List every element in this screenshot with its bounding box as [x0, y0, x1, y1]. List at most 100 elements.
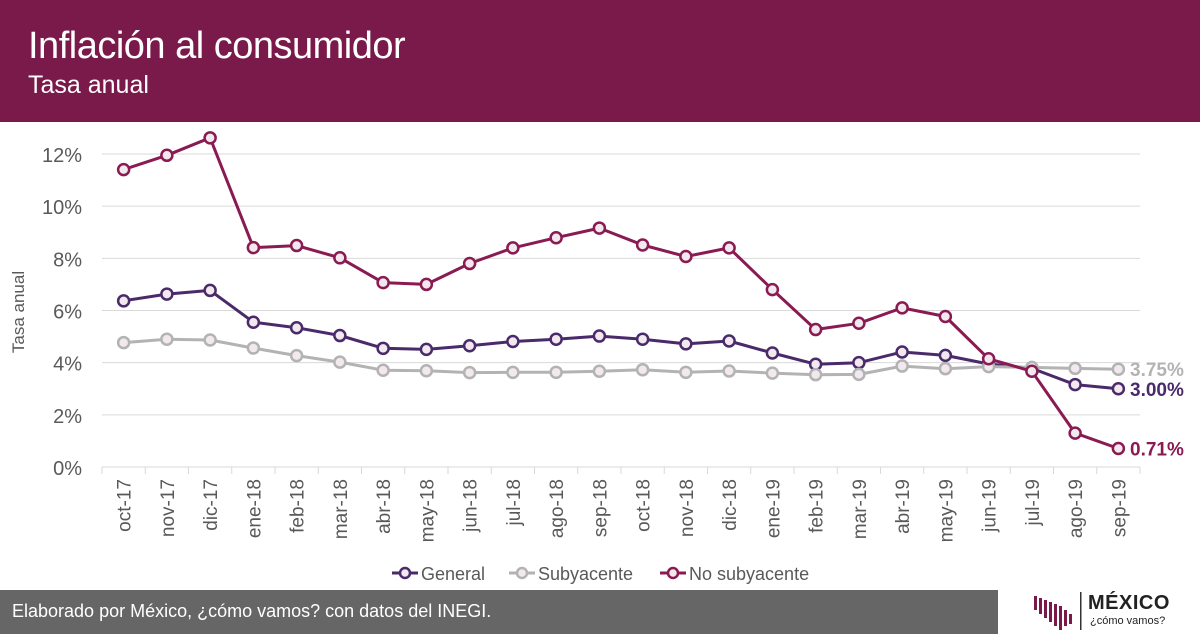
- x-tick-label: jun-18: [461, 479, 482, 533]
- data-point: [635, 362, 650, 377]
- data-point: [246, 240, 261, 255]
- x-tick-label: dic-17: [201, 479, 222, 531]
- y-tick-label: 4%: [53, 354, 82, 376]
- data-point: [592, 364, 607, 379]
- data-point: [592, 221, 607, 235]
- data-point: [462, 256, 477, 271]
- x-tick-label: jun-19: [980, 479, 1001, 533]
- series-line-0: [123, 288, 1119, 391]
- x-tick-label: mar-19: [850, 479, 871, 539]
- x-tick-label: jul-19: [1023, 479, 1044, 526]
- footer-bar: Elaborado por México, ¿cómo vamos? con d…: [0, 590, 998, 634]
- data-point: [938, 361, 953, 376]
- data-point: [116, 162, 131, 177]
- data-point: [679, 249, 693, 264]
- data-point: [1111, 382, 1126, 396]
- data-point: [506, 241, 520, 255]
- data-point: [981, 352, 996, 366]
- data-point: [1111, 362, 1126, 376]
- x-tick-label: oct-18: [634, 479, 655, 532]
- x-tick-label: abr-18: [374, 479, 395, 534]
- data-point: [852, 316, 866, 331]
- legend-swatch-marker: [398, 566, 412, 580]
- x-tick-label: sep-19: [1109, 479, 1130, 537]
- data-point: [895, 359, 909, 373]
- data-point: [852, 367, 866, 382]
- bars-logo-icon: [1034, 592, 1082, 630]
- data-point: [722, 364, 736, 378]
- data-point: [679, 365, 693, 380]
- logo-name: MÉXICO: [1088, 592, 1170, 614]
- x-tick-label: oct-17: [115, 479, 136, 532]
- legend-label: No subyacente: [689, 564, 809, 584]
- data-point: [419, 364, 434, 378]
- data-point: [376, 341, 390, 356]
- x-tick-label: may-19: [936, 479, 957, 542]
- data-point: [852, 355, 866, 370]
- data-point: [765, 366, 780, 380]
- x-tick-label: mar-18: [331, 479, 352, 539]
- data-point: [506, 334, 520, 349]
- y-axis-label: Tasa anual: [9, 271, 28, 353]
- x-tick-label: jul-18: [504, 479, 525, 526]
- data-point: [722, 334, 736, 348]
- y-tick-label: 10%: [42, 197, 82, 219]
- legend-label: Subyacente: [538, 564, 633, 584]
- data-point: [549, 332, 563, 346]
- data-point: [203, 283, 217, 298]
- end-value-label: 3.00%: [1130, 380, 1184, 401]
- data-point: [160, 332, 174, 346]
- end-value-label: 3.75%: [1130, 360, 1184, 381]
- data-point: [116, 335, 131, 350]
- y-tick-label: 0%: [53, 458, 82, 480]
- data-point: [722, 241, 736, 255]
- x-tick-label: ene-18: [244, 479, 265, 538]
- header-banner: Inflación al consumidor Tasa anual: [0, 0, 1200, 122]
- data-point: [203, 333, 217, 347]
- x-tick-label: sep-18: [590, 479, 611, 537]
- data-point: [333, 355, 347, 369]
- data-point: [635, 238, 650, 252]
- data-point: [549, 365, 563, 380]
- legend-swatch-marker: [515, 566, 529, 580]
- data-point: [333, 251, 347, 265]
- x-tick-label: ago-18: [547, 479, 568, 538]
- data-point: [635, 332, 650, 346]
- data-point: [116, 294, 131, 308]
- x-tick-label: nov-17: [158, 479, 179, 537]
- data-point: [549, 230, 563, 245]
- x-tick-label: feb-18: [288, 479, 309, 533]
- data-point: [1025, 364, 1039, 379]
- series-line-2: [123, 136, 1119, 450]
- data-point: [938, 348, 953, 363]
- data-point: [1068, 361, 1082, 376]
- data-point: [765, 282, 780, 297]
- data-point: [160, 287, 174, 301]
- data-point: [289, 320, 304, 335]
- x-tick-label: ene-19: [763, 479, 784, 538]
- legend-label: General: [421, 564, 485, 584]
- data-point: [246, 315, 261, 329]
- data-point: [1111, 441, 1126, 456]
- chart-subtitle: Tasa anual: [28, 71, 149, 99]
- data-point: [808, 322, 823, 337]
- chart-title: Inflación al consumidor: [28, 25, 406, 67]
- y-tick-label: 12%: [42, 145, 82, 167]
- y-tick-label: 6%: [53, 302, 82, 324]
- data-point: [160, 148, 174, 163]
- data-point: [1068, 377, 1082, 392]
- data-point: [419, 342, 434, 357]
- data-point: [506, 365, 520, 380]
- data-point: [895, 345, 909, 359]
- x-tick-label: dic-18: [720, 479, 741, 531]
- data-point: [765, 346, 780, 360]
- data-point: [419, 277, 434, 292]
- data-point: [203, 131, 217, 145]
- end-value-label: 0.71%: [1130, 439, 1184, 460]
- data-point: [895, 301, 909, 315]
- data-point: [679, 337, 693, 351]
- data-point: [592, 329, 607, 343]
- legend-swatch-marker: [666, 566, 680, 580]
- y-tick-label: 2%: [53, 406, 82, 428]
- data-point: [1068, 426, 1082, 440]
